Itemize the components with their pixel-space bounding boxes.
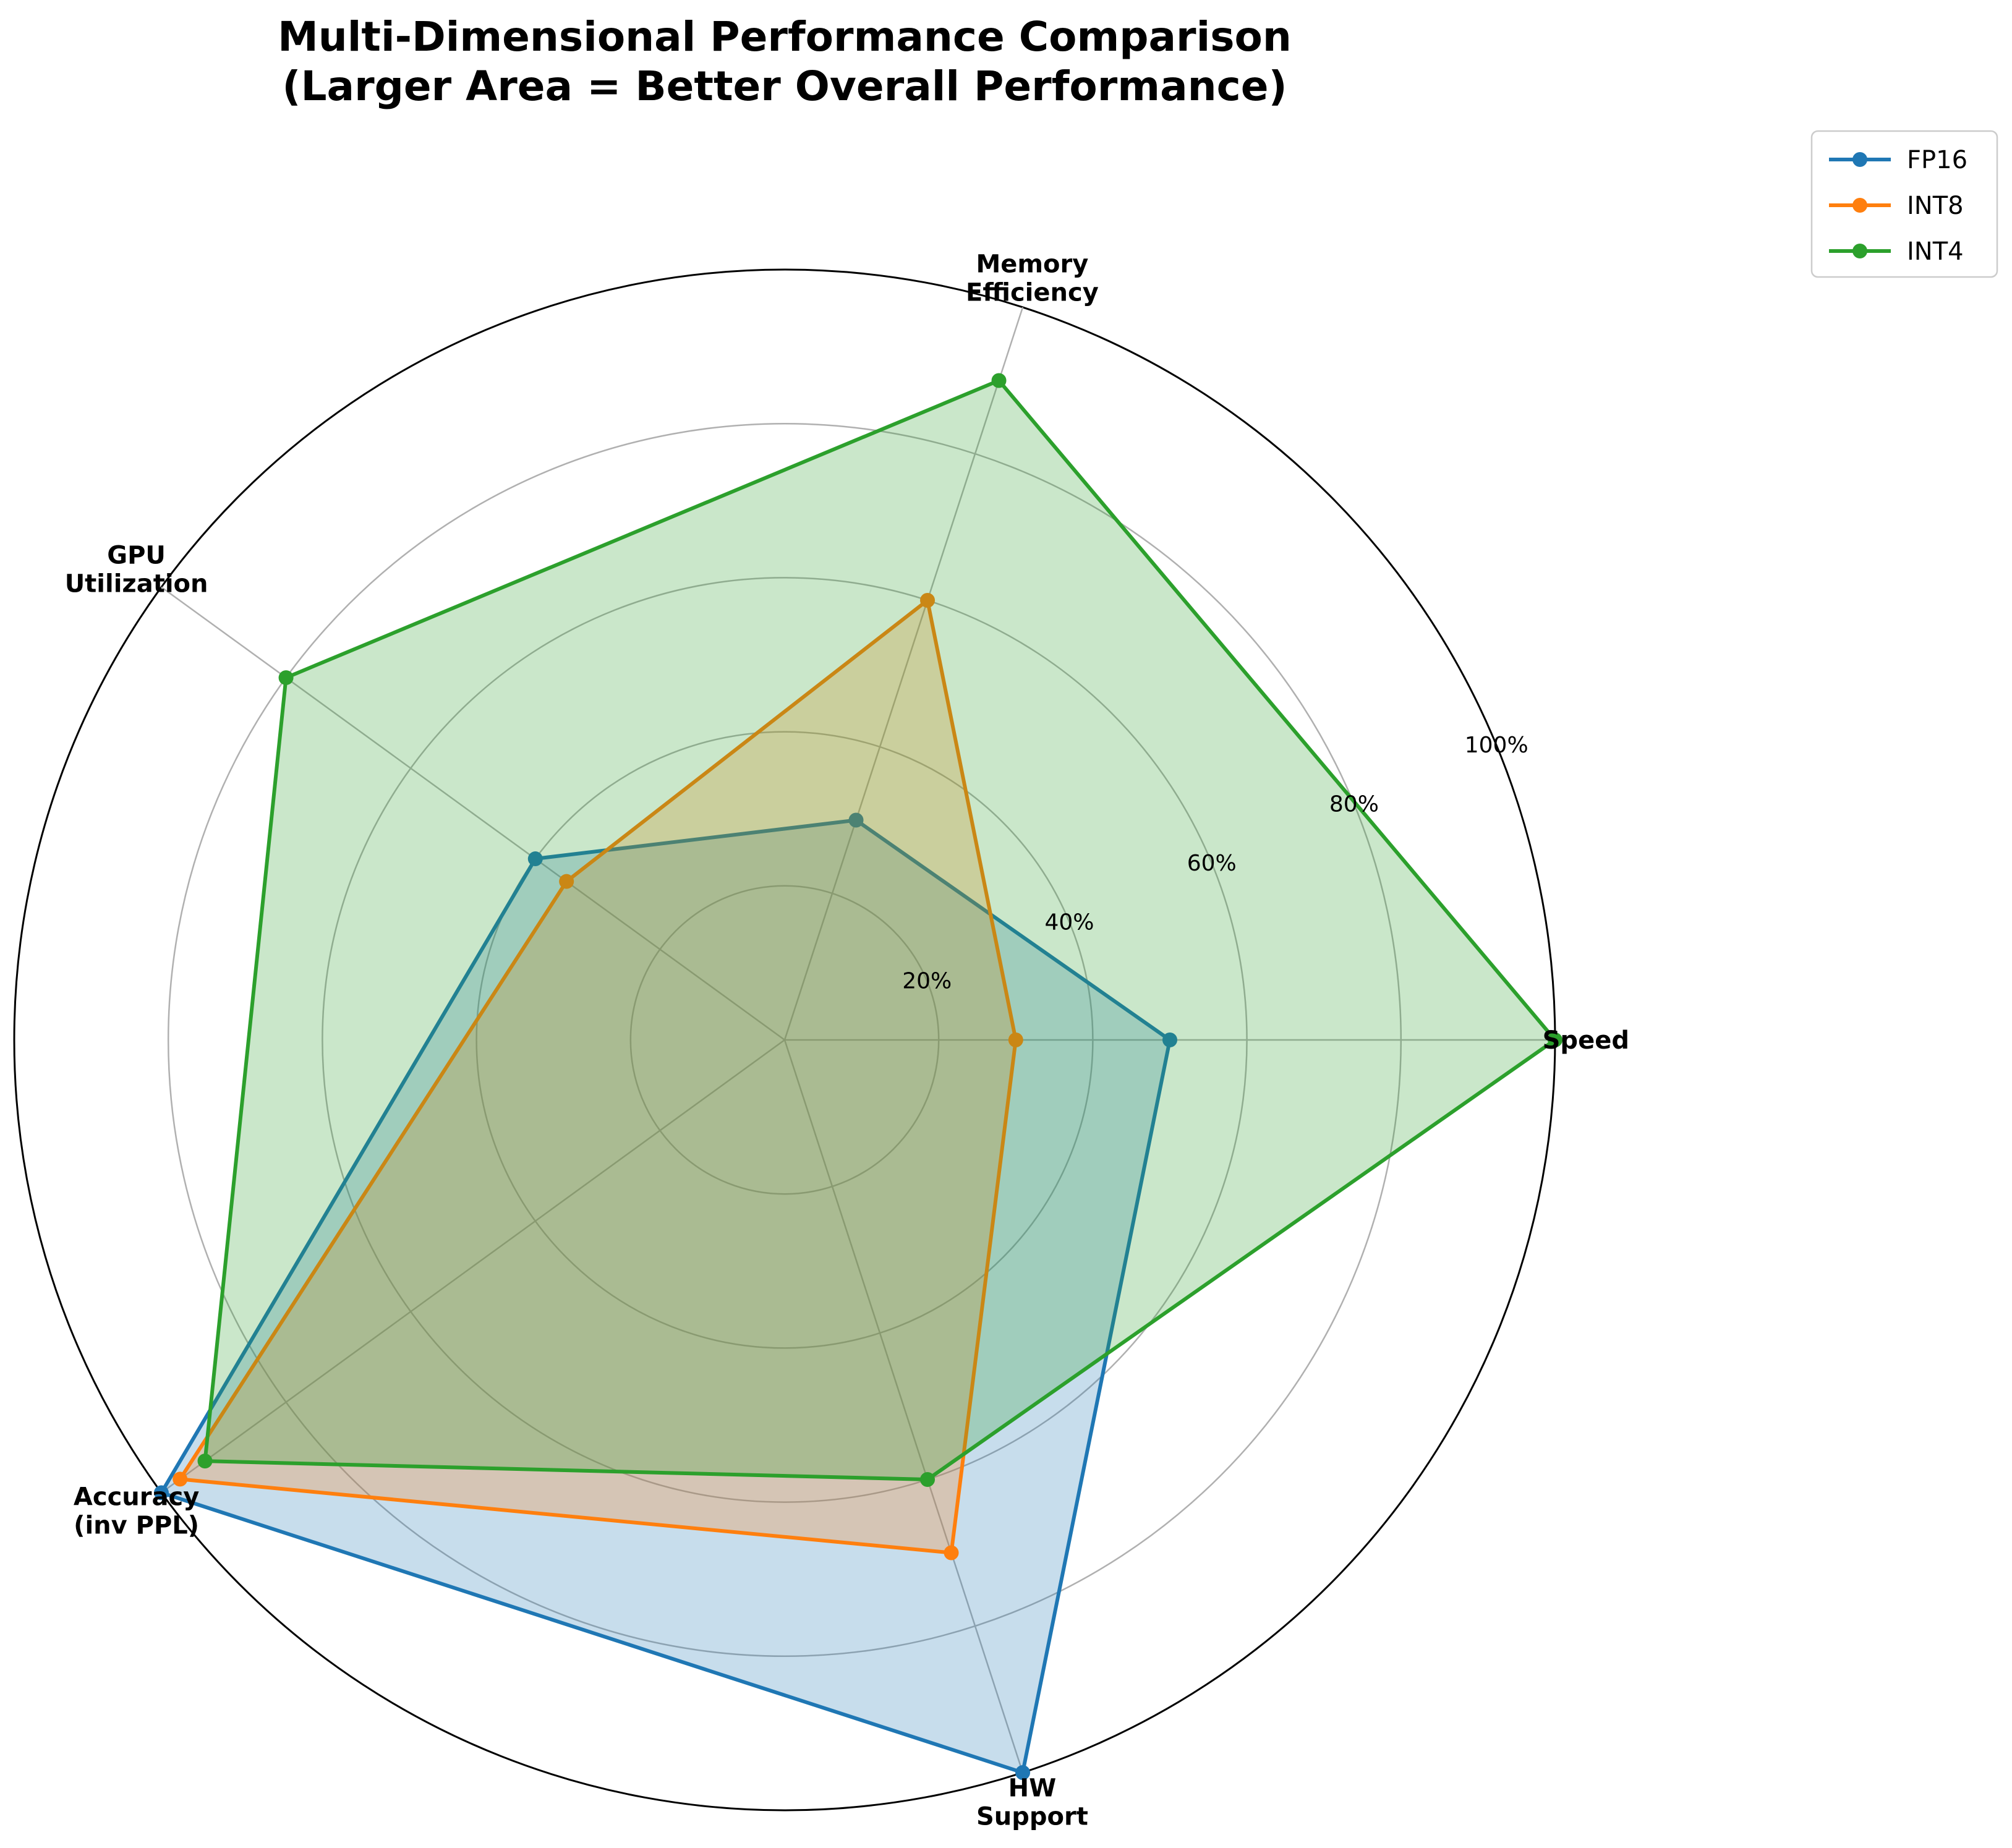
series-int8-point-memory-efficiency <box>920 592 936 608</box>
series-int8 <box>173 592 1023 1561</box>
legend-entry-int4: INT4 <box>1829 237 1964 266</box>
series-int4-point-gpu-utilization <box>278 670 294 686</box>
series-fp16-point-memory-efficiency <box>848 812 864 828</box>
series-int8-area <box>180 600 1016 1553</box>
r-tick-label-100: 100% <box>1465 733 1528 758</box>
series-int4-area <box>205 380 1555 1480</box>
r-tick-label-80: 80% <box>1329 792 1379 817</box>
legend-marker-int4 <box>1852 244 1867 258</box>
legend-marker-fp16 <box>1852 152 1867 167</box>
axis-labels: Speed Memory Efficiency GPU Utilization Accur… <box>65 250 1629 1831</box>
r-tick-label-40: 40% <box>1044 909 1094 935</box>
r-tick-label-20: 20% <box>902 969 952 994</box>
radar-series <box>153 373 1562 1781</box>
legend-box <box>1810 130 1998 278</box>
series-fp16-point-hw-support <box>1015 1765 1031 1781</box>
series-int4-line <box>203 378 1557 1481</box>
axis-label-memory-efficiency: Memory Efficiency <box>966 250 1099 307</box>
series-int4-point-memory-efficiency <box>991 373 1007 388</box>
series-int4-point-hw-support <box>920 1472 936 1488</box>
axis-label-speed: Speed <box>1543 1026 1629 1055</box>
series-int8-point-accuracy-inv-ppl <box>173 1471 188 1487</box>
radar-grid <box>13 268 1556 1812</box>
legend-label-int8: INT8 <box>1907 192 1964 220</box>
series-int4-point-speed <box>1548 1033 1562 1047</box>
spoke-memory-efficiency <box>783 307 1024 1041</box>
series-int4 <box>197 373 1562 1488</box>
chart-legend: FP16 INT8 INT4 <box>1810 130 1998 278</box>
axis-label-gpu-utilization: GPU Utilization <box>65 541 208 598</box>
series-fp16 <box>153 812 1177 1781</box>
legend-entry-fp16: FP16 <box>1829 146 1967 174</box>
axis-label-accuracy-inv-ppl: Accuracy (inv PPL) <box>74 1483 199 1540</box>
series-int8-point-speed <box>1008 1033 1023 1047</box>
r-tick-label-60: 60% <box>1187 851 1237 876</box>
series-fp16-area <box>161 820 1170 1773</box>
series-int8-line <box>178 598 1018 1555</box>
series-int8-point-hw-support <box>944 1545 959 1561</box>
series-int8-point-gpu-utilization <box>559 874 574 889</box>
spoke-accuracy-inv-ppl <box>161 1039 785 1494</box>
chart-title-text: Multi-Dimensional Performance Comparison… <box>278 13 1292 110</box>
series-fp16-point-gpu-utilization <box>527 851 543 867</box>
legend-entry-int8: INT8 <box>1829 192 1964 220</box>
chart-title: Multi-Dimensional Performance Comparison… <box>278 13 1292 110</box>
legend-marker-int8 <box>1852 198 1867 213</box>
legend-label-fp16: FP16 <box>1907 146 1967 174</box>
legend-label-int4: INT4 <box>1907 237 1964 266</box>
series-fp16-line <box>160 818 1172 1774</box>
spoke-hw-support <box>783 1039 1024 1773</box>
series-int4-point-accuracy-inv-ppl <box>197 1454 213 1469</box>
radial-tick-labels: 20% 40% 60% 80% 100% <box>902 733 1528 994</box>
series-fp16-point-speed <box>1162 1033 1177 1047</box>
series-fp16-point-accuracy-inv-ppl <box>153 1485 169 1501</box>
spoke-gpu-utilization <box>161 586 785 1041</box>
axis-label-hw-support: HW Support <box>976 1774 1088 1831</box>
